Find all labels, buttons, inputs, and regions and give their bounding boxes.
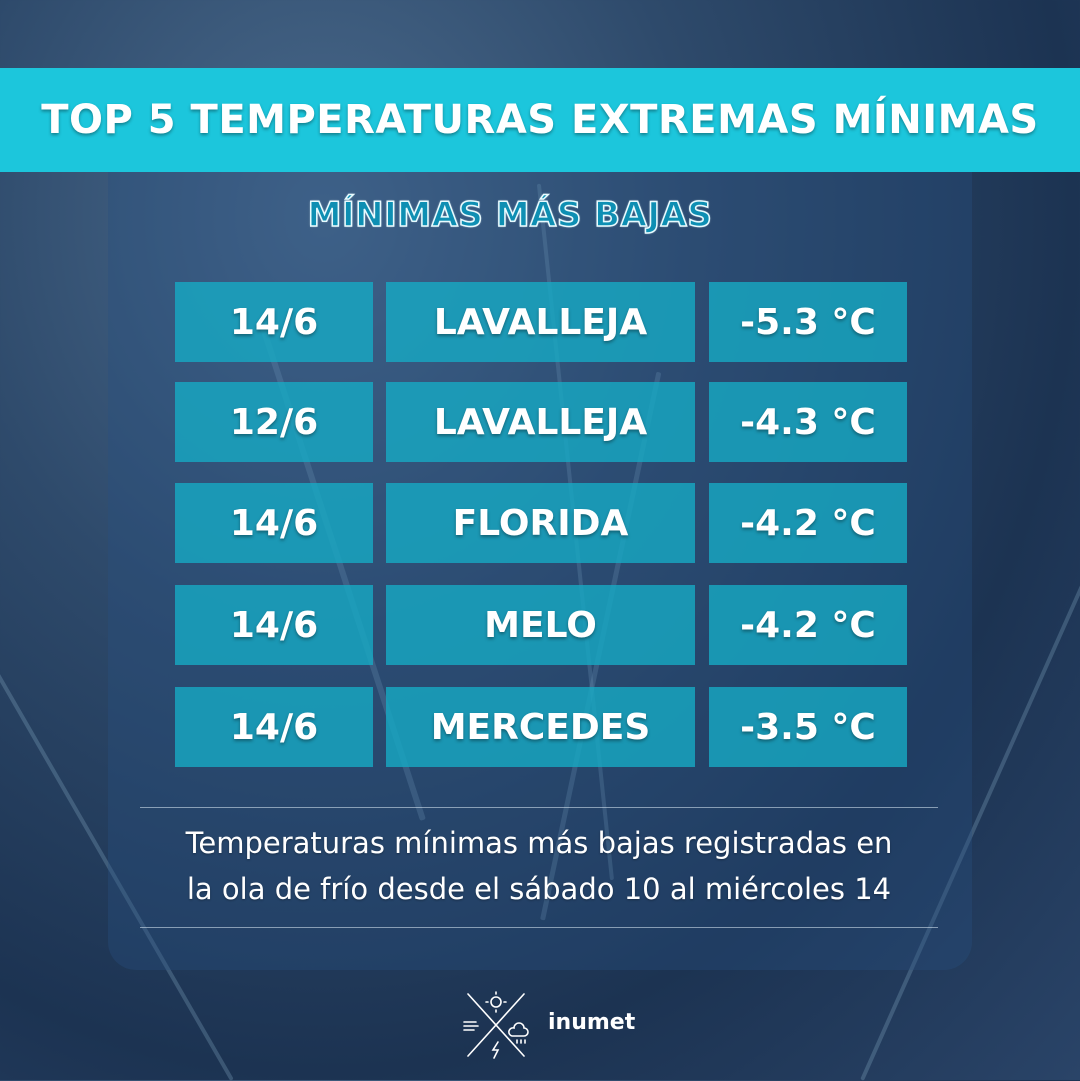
- footnote-line-1: Temperaturas mínimas más bajas registrad…: [185, 826, 893, 860]
- inumet-weather-logo-icon: [463, 991, 529, 1059]
- brand-name: inumet: [548, 1010, 636, 1035]
- table-row: 14/6 LAVALLEJA -5.3 °C: [175, 282, 910, 362]
- page-title: TOP 5 TEMPERATURAS EXTREMAS MÍNIMAS: [41, 97, 1039, 143]
- row-temperature: -5.3 °C: [709, 282, 907, 362]
- row-date: 14/6: [175, 687, 373, 767]
- brand-logo: inumet: [458, 990, 635, 1060]
- footnote: Temperaturas mínimas más bajas registrad…: [140, 820, 938, 912]
- row-date: 14/6: [175, 483, 373, 563]
- footnote-line-2: la ola de frío desde el sábado 10 al mié…: [186, 872, 892, 906]
- divider-top: [140, 807, 938, 808]
- table-row: 14/6 MERCEDES -3.5 °C: [175, 687, 910, 767]
- row-date: 14/6: [175, 282, 373, 362]
- row-temperature: -4.2 °C: [709, 585, 907, 665]
- table-row: 14/6 MELO -4.2 °C: [175, 585, 910, 665]
- table-row: 12/6 LAVALLEJA -4.3 °C: [175, 382, 910, 462]
- row-temperature: -3.5 °C: [709, 687, 907, 767]
- row-location: LAVALLEJA: [386, 282, 695, 362]
- divider-bottom: [140, 927, 938, 928]
- section-subtitle: MÍNIMAS MÁS BAJAS: [307, 194, 713, 236]
- row-location: MELO: [386, 585, 695, 665]
- row-date: 12/6: [175, 382, 373, 462]
- row-date: 14/6: [175, 585, 373, 665]
- table-row: 14/6 FLORIDA -4.2 °C: [175, 483, 910, 563]
- row-location: MERCEDES: [386, 687, 695, 767]
- title-banner: TOP 5 TEMPERATURAS EXTREMAS MÍNIMAS: [0, 68, 1080, 172]
- row-location: LAVALLEJA: [386, 382, 695, 462]
- row-temperature: -4.2 °C: [709, 483, 907, 563]
- row-temperature: -4.3 °C: [709, 382, 907, 462]
- row-location: FLORIDA: [386, 483, 695, 563]
